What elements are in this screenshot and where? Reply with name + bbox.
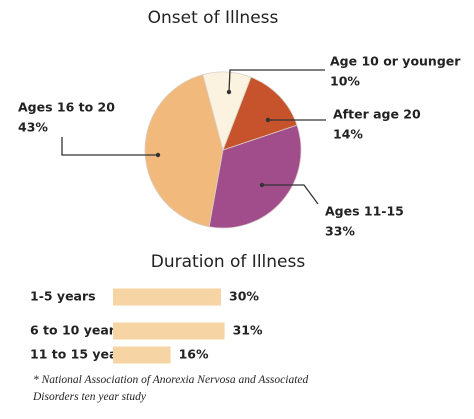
data-label: 31% bbox=[233, 323, 263, 338]
chart-title: Onset of Illness bbox=[148, 8, 279, 28]
data-label: 10% bbox=[330, 74, 360, 89]
leader-dot bbox=[155, 152, 161, 158]
leader-line bbox=[228, 69, 325, 93]
pie-slice bbox=[222, 76, 298, 151]
bar bbox=[113, 346, 171, 364]
leader-line bbox=[61, 137, 158, 156]
legend-label: After age 20 bbox=[333, 107, 421, 122]
legend-label: Ages 11-15 bbox=[325, 204, 404, 219]
legend-label: Ages 16 to 20 bbox=[18, 100, 115, 115]
pie-slice bbox=[208, 124, 302, 229]
category-label: 6 to 10 years bbox=[30, 323, 122, 338]
leader-lines bbox=[61, 69, 326, 205]
pie-slice bbox=[144, 74, 224, 228]
category-label: 11 to 15 years bbox=[30, 347, 131, 362]
pie-slice bbox=[202, 71, 252, 152]
bar bbox=[113, 288, 221, 306]
data-label: 30% bbox=[229, 289, 259, 304]
bar bbox=[113, 322, 225, 340]
leader-dot bbox=[259, 182, 265, 188]
data-label: 14% bbox=[333, 127, 363, 142]
legend-label: Age 10 or younger bbox=[330, 54, 461, 69]
footnote: * National Association of Anorexia Nervo… bbox=[33, 374, 309, 403]
category-label: 1-5 years bbox=[30, 289, 96, 304]
chart-title: Duration of Illness bbox=[151, 252, 306, 272]
data-label: 16% bbox=[179, 347, 209, 362]
leader-dot bbox=[265, 117, 271, 123]
data-label: 33% bbox=[325, 224, 355, 239]
leader-dot bbox=[226, 89, 232, 95]
leader-line bbox=[262, 184, 319, 205]
data-label: 43% bbox=[18, 120, 48, 135]
